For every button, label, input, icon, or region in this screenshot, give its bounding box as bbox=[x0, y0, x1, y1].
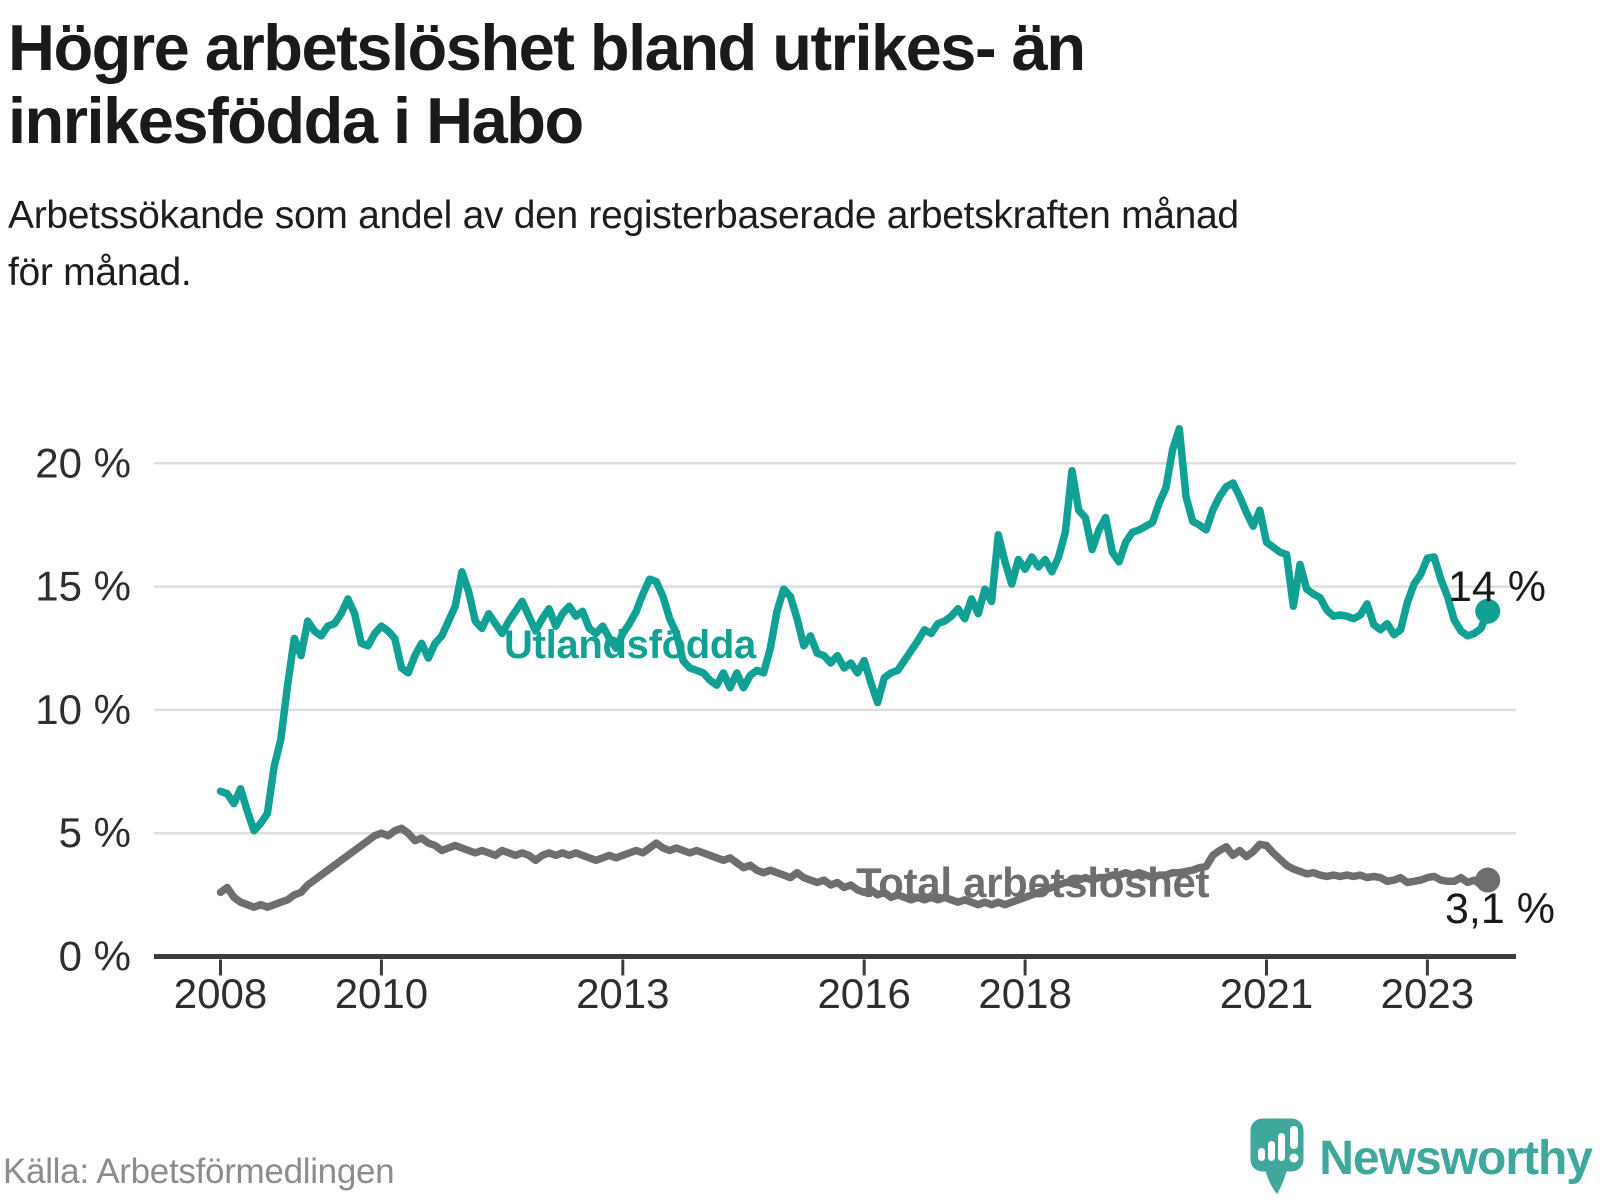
chart-subtitle: Arbetssökande som andel av den registerb… bbox=[8, 188, 1588, 301]
y-axis-tick-label: 5 % bbox=[59, 809, 131, 856]
logo-bar-1 bbox=[1258, 1148, 1266, 1161]
logo-bar-2 bbox=[1268, 1141, 1276, 1161]
series-label-total-arbetsl-shet: Total arbetslöshet bbox=[856, 859, 1210, 906]
logo-exclamation-dot bbox=[1289, 1153, 1299, 1163]
title-line-2: inrikesfödda i Habo bbox=[8, 83, 584, 157]
series-line-utlandsf-dda bbox=[216, 425, 1492, 835]
subtitle-line-1: Arbetssökande som andel av den registerb… bbox=[8, 194, 1239, 237]
end-value-label-total-arbetsl-shet: 3,1 % bbox=[1445, 885, 1555, 933]
x-axis-tick-label: 2021 bbox=[1220, 970, 1313, 1017]
x-axis-tick-label: 2008 bbox=[174, 970, 267, 1017]
series-label-utlandsf-dda: Utlandsfödda bbox=[504, 623, 757, 667]
source-note: Källa: Arbetsförmedlingen bbox=[3, 1152, 395, 1191]
newsworthy-logo-icon bbox=[1250, 1118, 1304, 1194]
page-title: Högre arbetslöshet bland utrikes- än inri… bbox=[8, 11, 1588, 158]
end-value-label-utlandsf-dda: 14 % bbox=[1448, 563, 1546, 611]
x-axis-tick-label: 2013 bbox=[576, 970, 669, 1017]
y-axis-tick-label: 10 % bbox=[35, 686, 131, 733]
newsworthy-logo: Newsworthy bbox=[1250, 1118, 1593, 1196]
y-axis-tick-label: 0 % bbox=[59, 933, 131, 980]
logo-exclamation-bar bbox=[1290, 1126, 1299, 1149]
x-axis-tick-label: 2016 bbox=[817, 970, 910, 1017]
y-axis-tick-label: 20 % bbox=[35, 439, 131, 486]
newsworthy-logo-text: Newsworthy bbox=[1319, 1131, 1593, 1185]
logo-bar-3 bbox=[1278, 1133, 1286, 1161]
series-line-total-arbetsl-shet bbox=[216, 824, 1492, 911]
x-axis-tick-label: 2010 bbox=[335, 970, 428, 1017]
x-axis-tick-label: 2023 bbox=[1381, 970, 1474, 1017]
title-line-1: Högre arbetslöshet bland utrikes- än bbox=[8, 11, 1086, 84]
subtitle-line-2: för månad. bbox=[8, 250, 192, 294]
series-end-dot-utlandsf-dda bbox=[1475, 598, 1501, 624]
series-end-dot-total-arbetsl-shet bbox=[1475, 867, 1501, 893]
x-axis-tick-label: 2018 bbox=[978, 970, 1071, 1017]
y-axis-tick-label: 15 % bbox=[35, 563, 131, 610]
